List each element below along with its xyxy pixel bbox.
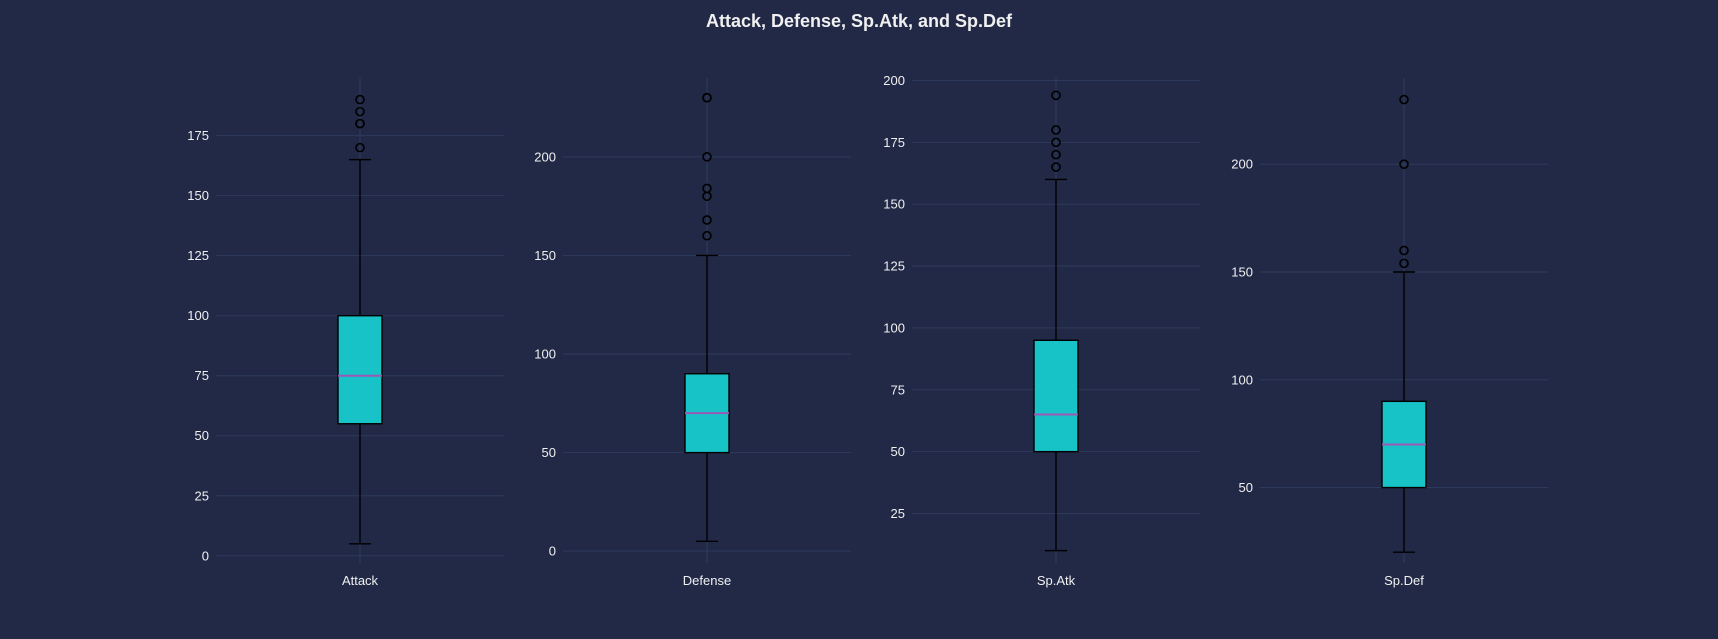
panel-sp-atk: 25 50 75 100 125 150 175 200 Sp.Atk: [883, 73, 1200, 588]
iqr-box: [1033, 339, 1079, 453]
panel-defense: 0 50 100 150 200 Defense: [534, 78, 851, 588]
y-tick-label: 100: [883, 320, 905, 335]
x-category-label: Sp.Atk: [1037, 573, 1076, 588]
y-tick-label: 200: [1231, 157, 1253, 172]
y-tick-label: 25: [891, 506, 905, 521]
y-tick-label: 150: [883, 197, 905, 212]
outlier-point: [1051, 90, 1061, 101]
y-tick-label: 75: [891, 382, 905, 397]
outlier-point: [1051, 125, 1061, 135]
y-tick-label: 50: [891, 444, 905, 459]
y-tick-label: 150: [1231, 265, 1253, 280]
outlier-point: [1399, 94, 1409, 105]
chart-title: Attack, Defense, Sp.Atk, and Sp.Def: [706, 11, 1013, 31]
y-tick-label: 125: [883, 259, 905, 274]
outlier-point: [702, 183, 712, 194]
panel-sp-def: 50 100 150 200 Sp.Def: [1231, 78, 1548, 588]
outlier-point: [1051, 137, 1061, 148]
y-tick-label: 100: [534, 347, 556, 362]
outlier-point: [355, 142, 365, 153]
y-tick-label: 125: [187, 248, 209, 263]
y-tick-label: 75: [195, 368, 209, 383]
y-tick-label: 100: [187, 308, 209, 323]
y-tick-label: 0: [202, 548, 209, 563]
outlier-point: [702, 152, 712, 162]
y-tick-label: 200: [883, 73, 905, 88]
y-tick-label: 50: [195, 428, 209, 443]
panel-attack: 0 25 50 75 100 125 150 175 Attack: [187, 78, 504, 588]
y-tick-label: 150: [534, 248, 556, 263]
y-tick-label: 200: [534, 149, 556, 164]
y-tick-label: 100: [1231, 372, 1253, 387]
y-tick-label: 175: [187, 128, 209, 143]
outlier-point: [702, 230, 712, 241]
outlier-point: [1051, 162, 1061, 172]
iqr-box: [337, 314, 383, 425]
y-tick-label: 0: [549, 544, 556, 559]
outlier-point: [1399, 245, 1409, 256]
y-tick-label: 175: [883, 135, 905, 150]
panels: 0 25 50 75 100 125 150 175 Attack 0 50 100 150 200 Def…: [187, 73, 1548, 588]
x-category-label: Sp.Def: [1384, 573, 1424, 588]
y-tick-label: 50: [542, 445, 556, 460]
outlier-point: [702, 215, 712, 225]
outlier-point: [1051, 149, 1061, 160]
y-tick-label: 50: [1239, 480, 1253, 495]
outlier-point: [1399, 159, 1409, 170]
outlier-point: [355, 118, 365, 129]
outlier-point: [355, 94, 365, 105]
y-tick-label: 25: [195, 488, 209, 503]
y-tick-label: 150: [187, 188, 209, 203]
x-category-label: Defense: [683, 573, 731, 588]
outlier-point: [355, 106, 365, 117]
outlier-point: [1399, 258, 1409, 269]
x-category-label: Attack: [342, 573, 379, 588]
outlier-point: [702, 92, 712, 103]
